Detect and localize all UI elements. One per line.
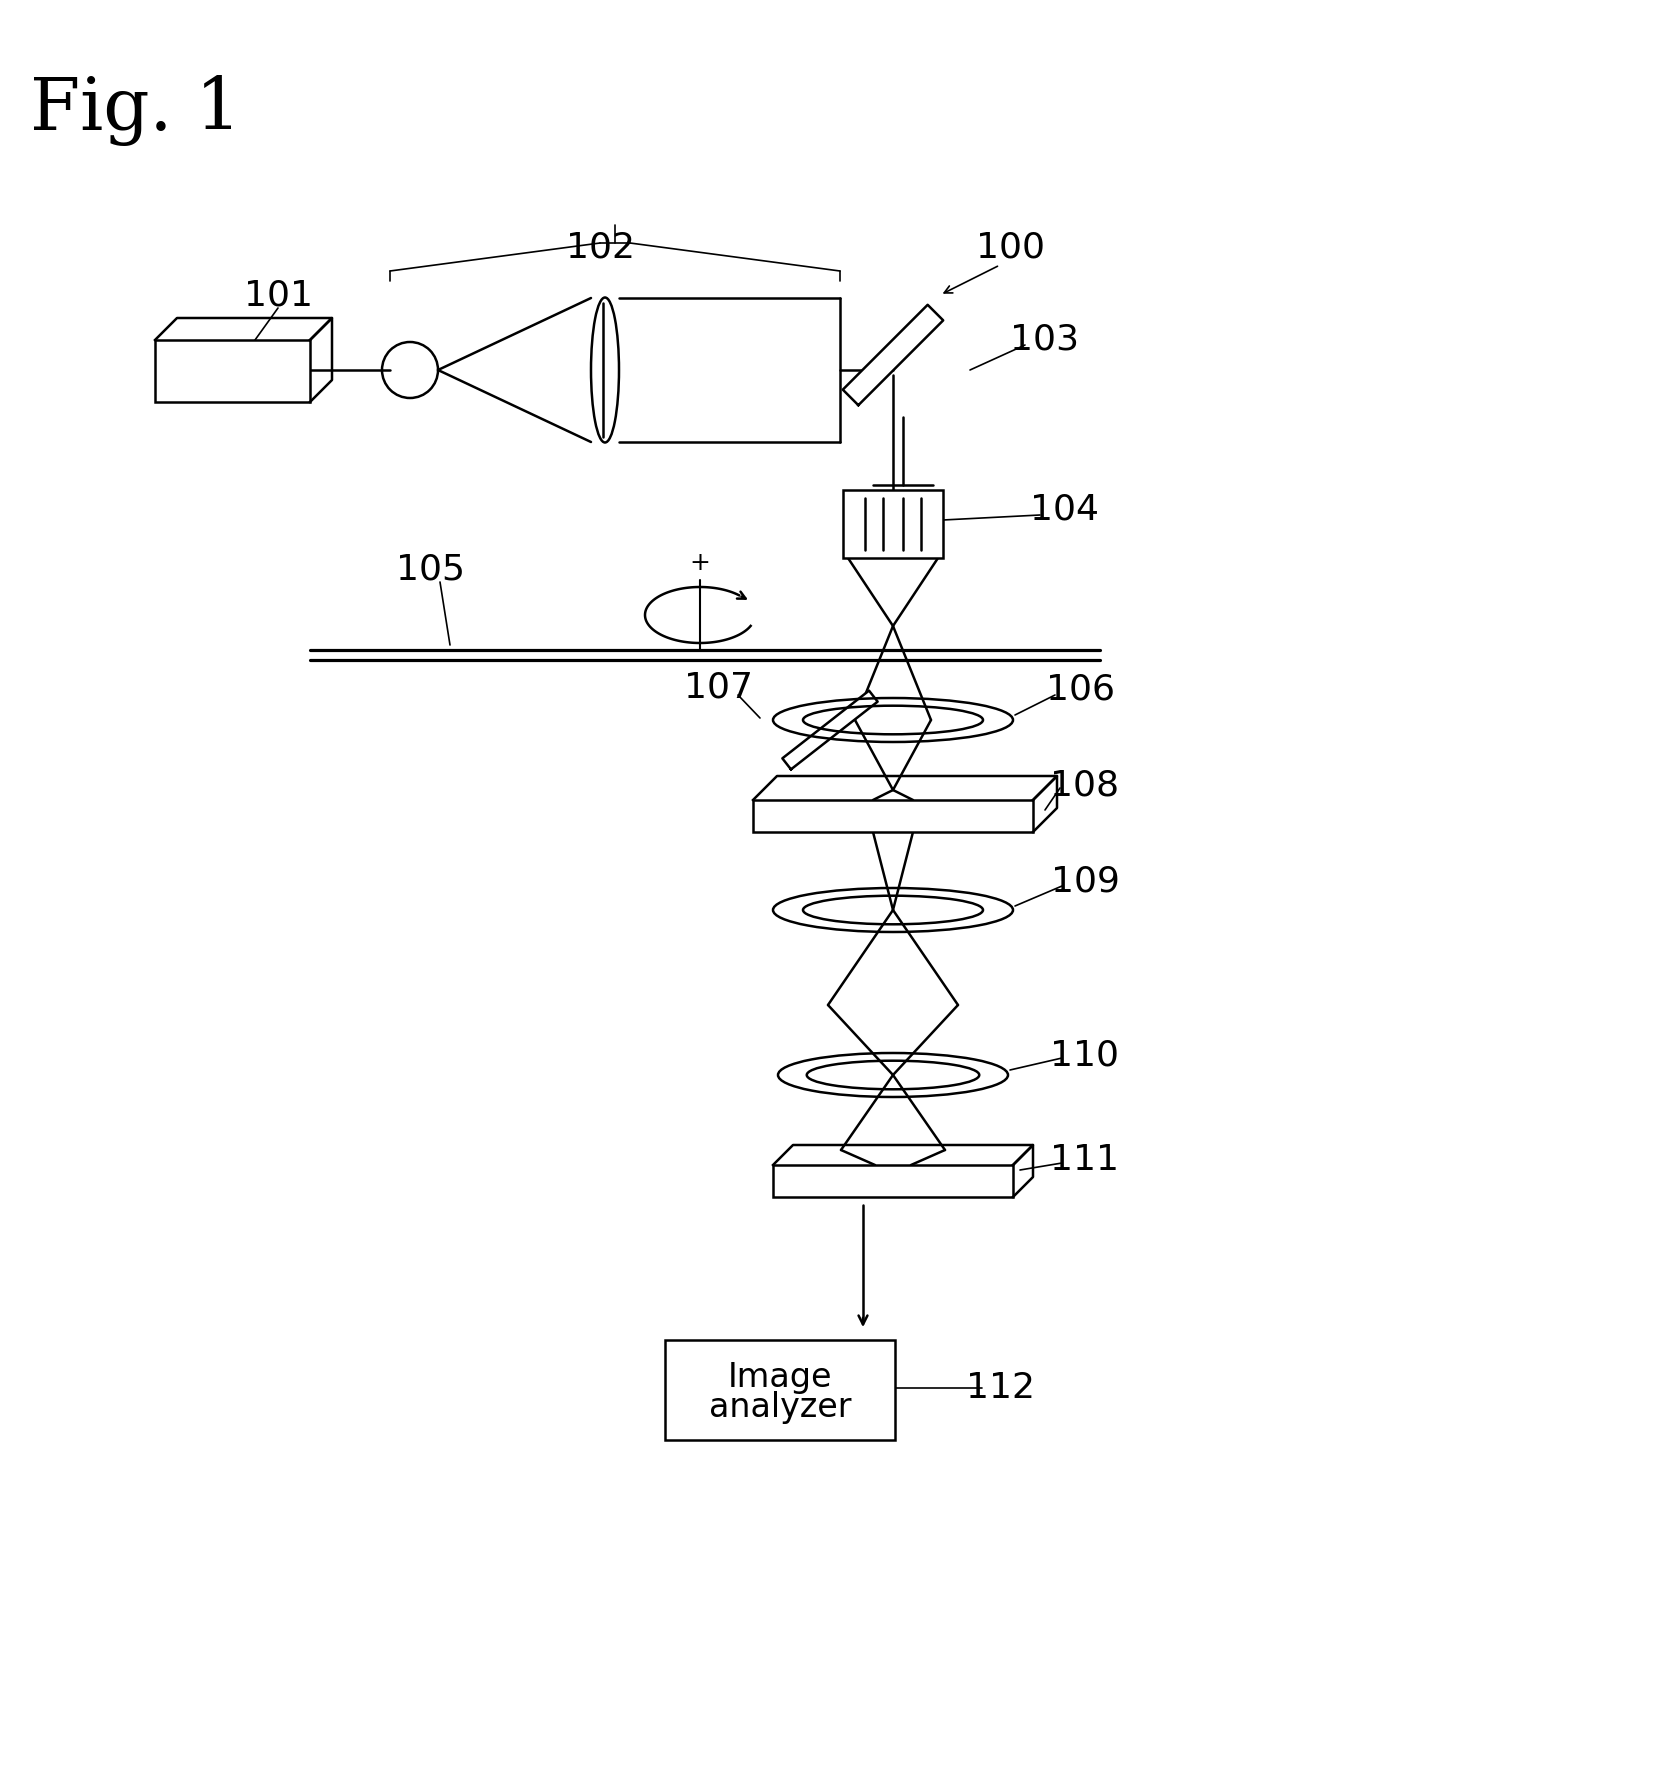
Text: Fig. 1: Fig. 1 (30, 74, 242, 145)
Text: +: + (690, 550, 710, 575)
Bar (773, 1165, 1014, 1197)
Text: 112: 112 (965, 1372, 1035, 1405)
Text: 111: 111 (1050, 1143, 1120, 1177)
Text: Image: Image (728, 1361, 832, 1395)
Text: 101: 101 (243, 278, 312, 312)
Text: 100: 100 (975, 232, 1045, 266)
Polygon shape (844, 304, 944, 405)
Bar (155, 340, 310, 402)
Text: 107: 107 (683, 671, 752, 704)
Bar (844, 490, 944, 558)
Text: 106: 106 (1045, 673, 1115, 706)
Text: 108: 108 (1050, 768, 1120, 802)
Text: 109: 109 (1050, 866, 1120, 899)
Text: analyzer: analyzer (708, 1391, 852, 1425)
Text: 104: 104 (1030, 494, 1100, 527)
Text: 110: 110 (1050, 1037, 1120, 1073)
Polygon shape (782, 690, 877, 770)
Text: 102: 102 (565, 232, 635, 266)
Text: 105: 105 (395, 552, 465, 588)
Bar (665, 1340, 895, 1441)
Bar (753, 800, 1034, 832)
Text: 103: 103 (1010, 322, 1080, 358)
